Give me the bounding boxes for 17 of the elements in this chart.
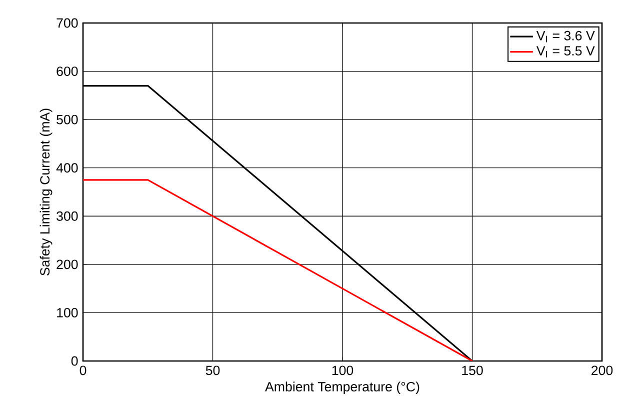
x-axis-title: Ambient Temperature (°C) (265, 382, 420, 394)
legend-label: V$_{I}$ = 3.6 V (536, 30, 595, 42)
y-tick-label: 200 (56, 260, 78, 270)
y-tick-label: 500 (56, 114, 78, 124)
y-tick-label: 600 (56, 66, 78, 76)
legend-label: V$_{I}$ = 5.5 V (536, 46, 595, 58)
x-tick-label: 50 (206, 366, 220, 376)
x-tick-label: 0 (80, 366, 86, 376)
y-axis-title: Safety Limiting Current (mA) (40, 108, 52, 276)
y-tick-label: 700 (56, 18, 78, 28)
y-tick-label: 100 (57, 308, 78, 318)
x-tick-label: 200 (592, 366, 613, 376)
y-tick-label: 0 (71, 356, 78, 366)
y-tick-label: 400 (56, 163, 78, 173)
x-tick-label: 100 (332, 366, 354, 376)
y-tick-label: 300 (56, 211, 78, 221)
x-tick-label: 150 (462, 366, 483, 376)
